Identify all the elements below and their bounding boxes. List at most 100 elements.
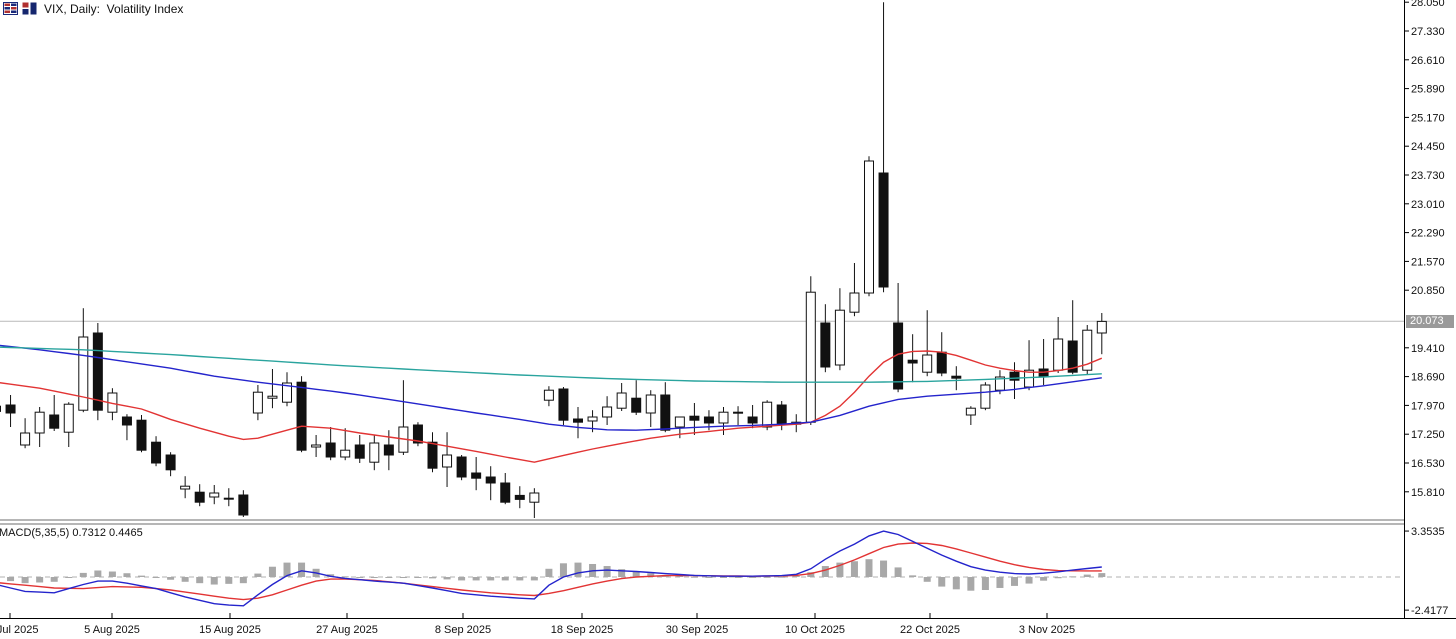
macd-histogram-bar (894, 567, 902, 577)
candle-down (383, 444, 394, 456)
candle-up (20, 432, 31, 446)
candle-up (922, 354, 933, 373)
candle-up (282, 382, 292, 403)
macd-histogram-bar (807, 572, 815, 577)
macd-histogram-bar (705, 577, 713, 578)
candle-up (209, 492, 220, 498)
candle-down (325, 442, 336, 458)
candle-up (369, 442, 380, 463)
candle-up (616, 392, 627, 409)
macd-histogram-bar (94, 570, 102, 577)
price-axis-label: 17.250 (1411, 429, 1445, 441)
macd-histogram-bar (1025, 577, 1033, 584)
macd-histogram-bar (443, 577, 451, 580)
macd-histogram-bar (414, 577, 422, 578)
price-axis-label: 18.690 (1411, 372, 1445, 384)
candle-down (776, 404, 787, 426)
price-axis-label: 21.570 (1411, 256, 1445, 268)
macd-histogram-bar (778, 576, 786, 578)
time-axis-label: 5 Aug 2025 (84, 624, 140, 636)
macd-panel (0, 530, 1404, 607)
macd-histogram-bar (152, 577, 160, 578)
macd-histogram-bar (356, 577, 364, 578)
macd-histogram-bar (967, 577, 975, 591)
candle-up (543, 389, 554, 401)
macd-histogram-bar (36, 577, 44, 583)
price-axis-label: 23.010 (1411, 199, 1445, 211)
candle-up (529, 492, 540, 503)
price-axis-label: 16.530 (1411, 458, 1445, 470)
macd-histogram-bar (952, 577, 960, 590)
price-axis-label: 15.810 (1411, 487, 1445, 499)
macd-histogram-bar (632, 571, 640, 577)
macd-histogram-bar (123, 573, 131, 577)
macd-histogram-bar (734, 577, 742, 578)
candle-up (834, 309, 845, 366)
macd-histogram-bar (138, 575, 145, 577)
candle-down (936, 351, 947, 374)
macd-histogram-bar (1098, 573, 1106, 577)
price-axis-label: 24.450 (1411, 141, 1445, 153)
macd-histogram-bar (341, 576, 349, 578)
macd-histogram-bar (399, 577, 407, 578)
price-axis-label: 17.970 (1411, 400, 1445, 412)
candle-down (49, 414, 60, 429)
chart-window-icon (22, 2, 37, 15)
candle-down (514, 494, 525, 500)
macd-histogram-bar (370, 577, 378, 578)
macd-histogram-bar (181, 577, 189, 582)
candle-down (820, 322, 831, 368)
time-axis-label: 18 Sep 2025 (551, 624, 613, 636)
candle-down (500, 482, 511, 503)
candle-down (0, 405, 1, 412)
candle-up (1053, 338, 1064, 371)
macd-axis-label: 3.3535 (1411, 526, 1445, 538)
ma-fast-red (0, 350, 1103, 463)
candle-up (340, 449, 351, 458)
candle-up (311, 444, 322, 448)
chart-title-text: VIX, Daily: Volatility Index (44, 1, 184, 16)
macd-histogram-bar (79, 572, 87, 577)
macd-histogram-bar (254, 573, 262, 577)
candle-up (762, 401, 773, 428)
macd-histogram-bar (545, 568, 553, 577)
price-axis-label: 22.290 (1411, 228, 1445, 240)
macd-histogram-bar (472, 577, 480, 581)
macd-histogram-bar (938, 577, 946, 587)
candle-down (427, 441, 438, 469)
candle-up (849, 292, 860, 313)
macd-histogram-bar (763, 576, 771, 578)
candle-up (63, 403, 74, 433)
macd-histogram-bar (196, 577, 204, 584)
candle-up (442, 454, 453, 468)
macd-histogram-bar (385, 577, 393, 578)
macd-histogram-bar (603, 566, 611, 577)
candle-up (267, 395, 278, 399)
candle-down (1009, 371, 1020, 381)
price-axis-label: 20.850 (1411, 285, 1445, 297)
candle-up (34, 411, 45, 434)
candle-down (194, 491, 205, 503)
price-axis-label: 28.050 (1411, 0, 1445, 9)
current-price-badge: 20.073 (1406, 315, 1454, 328)
macd-histogram-bar (574, 562, 582, 577)
macd-histogram-bar (1083, 574, 1091, 577)
macd-histogram-bar (749, 577, 757, 578)
candle-up (180, 485, 191, 490)
time-axis-label: 3 Nov 2025 (1019, 624, 1075, 636)
indicator-label: MACD(5,35,5) 0.7312 0.4465 (0, 527, 143, 539)
macd-histogram-bar (268, 566, 276, 577)
price-axis-label: 25.890 (1411, 84, 1445, 96)
macd-histogram-bar (618, 569, 626, 577)
macd-histogram-bar (909, 575, 917, 577)
candle-down (412, 424, 423, 444)
macd-histogram-bar (850, 561, 858, 577)
candles-layer (0, 2, 1107, 518)
candle-up (674, 416, 685, 428)
candle-down (136, 419, 147, 451)
macd-histogram-bar (65, 577, 73, 578)
candle-down (558, 388, 569, 421)
macd-histogram-bar (108, 571, 116, 577)
